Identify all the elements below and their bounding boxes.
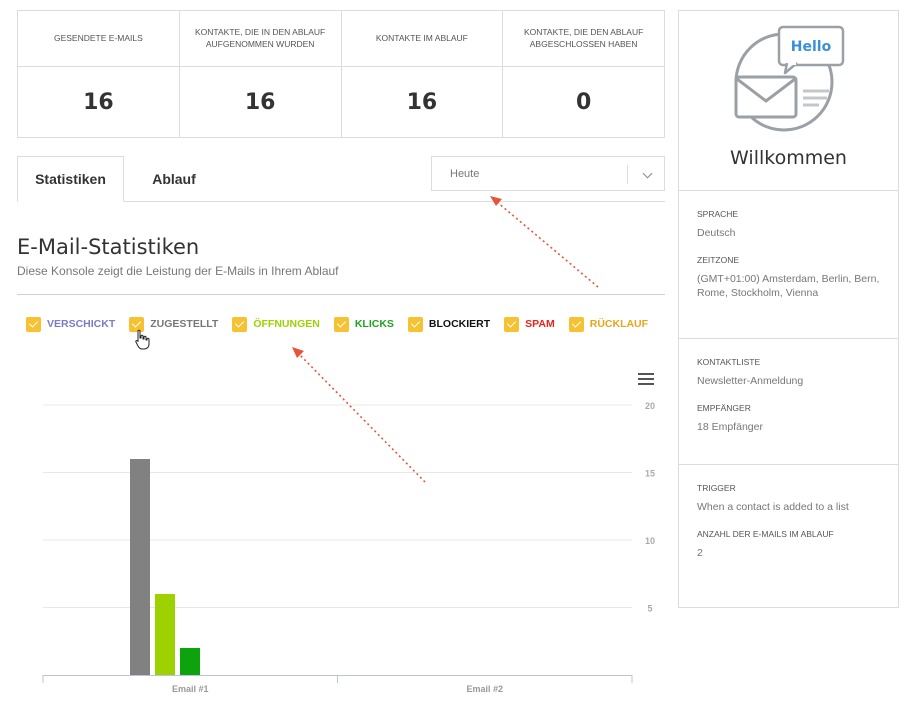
language-value: Deutsch (697, 227, 736, 239)
legend-label: ZUGESTELLT (150, 318, 219, 330)
recipients-value: 18 Empfänger (697, 420, 763, 433)
legend-label: VERSCHICKT (47, 318, 116, 330)
x-tick-label: Email #1 (172, 684, 209, 694)
legend-item-blocked[interactable]: BLOCKIERT (407, 316, 491, 332)
stat-label: KONTAKTE, DIE DEN ABLAUF ABGESCHLOSSEN H… (503, 11, 664, 67)
legend-label: KLICKS (354, 318, 394, 330)
legend-item-opens[interactable]: ÖFFNUNGEN (232, 316, 320, 332)
period-select[interactable]: Heute (431, 156, 665, 191)
hamburger-menu-icon[interactable] (638, 373, 654, 385)
checkbox-checked-icon[interactable] (333, 316, 349, 332)
legend-label: BLOCKIERT (428, 318, 491, 330)
stat-value: 16 (83, 89, 114, 115)
trigger-label: TRIGGER (697, 483, 736, 493)
hello-bubble-text: Hello (791, 39, 832, 55)
panel-section-trigger: TRIGGER When a contact is added to a lis… (679, 465, 898, 574)
stat-in-flow: KONTAKTE IM ABLAUF 16 (341, 11, 504, 137)
contact-list-value: Newsletter-Anmeldung (697, 375, 804, 387)
bar-chart: 5 10 15 20 Email #1 Email #2 (42, 401, 655, 694)
stat-sent: GESENDETE E-MAILS 16 (18, 11, 180, 137)
timezone-value: (GMT+01:00) Amsterdam, Berlin, Bern, Rom… (697, 272, 880, 300)
y-tick-label: 10 (645, 536, 655, 546)
legend-item-clicks[interactable]: KLICKS (333, 316, 394, 332)
checkbox-checked-icon[interactable] (504, 316, 520, 332)
hand-pointer-icon (135, 329, 150, 350)
checkbox-checked-icon[interactable] (232, 316, 248, 332)
panel-section-settings: SPRACHE Deutsch ZEITZONE (GMT+01:00) Ams… (679, 191, 898, 339)
y-tick-label: 15 (645, 469, 655, 479)
legend-label: ÖFFNUNGEN (253, 318, 320, 330)
email-count-value: 2 (697, 546, 703, 559)
legend-item-spam[interactable]: SPAM (504, 316, 555, 332)
info-panel: Hello Willkommen SPRACHE Deutsch ZEITZON… (678, 10, 899, 608)
panel-header: Hello Willkommen (679, 11, 898, 191)
panel-section-list: KONTAKTLISTE Newsletter-Anmeldung EMPFÄN… (679, 339, 898, 465)
recipients-label: EMPFÄNGER (697, 402, 751, 413)
checkbox-checked-icon[interactable] (26, 316, 41, 332)
y-tick-label: 20 (645, 401, 655, 411)
tab-bar: Statistiken Ablauf Heute (17, 156, 665, 202)
legend-label: SPAM (525, 318, 555, 330)
legend-item-bounce[interactable]: RÜCKLAUF (568, 316, 649, 332)
select-divider (627, 165, 628, 184)
hello-mail-illustration: Hello (734, 25, 845, 132)
y-tick-label: 5 (647, 604, 652, 614)
legend-item-delivered[interactable]: ZUGESTELLT (129, 316, 219, 332)
chart-legend: VERSCHICKT ZUGESTELLT ÖFFNUNGEN KLICKS B… (26, 315, 662, 333)
bar-zugestellt (130, 459, 150, 675)
stat-label: KONTAKTE IM ABLAUF (341, 11, 503, 67)
annotation-arrow (490, 196, 599, 288)
x-tick-label: Email #2 (466, 684, 503, 694)
legend-label: RÜCKLAUF (589, 318, 649, 330)
checkbox-checked-icon[interactable] (568, 316, 584, 332)
divider (17, 294, 665, 295)
stat-label: GESENDETE E-MAILS (18, 11, 179, 67)
section-title: E-Mail-Statistiken (17, 235, 200, 259)
checkbox-checked-icon[interactable] (407, 316, 423, 332)
stat-completed: KONTAKTE, DIE DEN ABLAUF ABGESCHLOSSEN H… (503, 11, 664, 137)
stat-label: KONTAKTE, DIE IN DEN ABLAUF AUFGENOMMEN … (179, 11, 341, 67)
legend-item-sent[interactable]: VERSCHICKT (26, 316, 116, 332)
stat-value: 16 (406, 89, 438, 115)
contact-list-label: KONTAKTLISTE (697, 357, 761, 367)
email-count-label: ANZAHL DER E-MAILS IM ABLAUF (697, 528, 834, 539)
chevron-down-icon (642, 168, 653, 179)
checkbox-checked-icon[interactable] (129, 316, 145, 332)
welcome-title: Willkommen (730, 147, 847, 169)
language-label: SPRACHE (697, 209, 739, 219)
bar-klicks (180, 648, 200, 675)
bar-öffnungen (155, 594, 175, 675)
stat-value: 0 (575, 89, 592, 115)
section-subtitle: Diese Konsole zeigt die Leistung der E-M… (17, 264, 339, 278)
stat-value: 16 (244, 89, 276, 115)
period-select-value: Heute (450, 167, 480, 180)
tab-flow[interactable]: Ablauf (152, 171, 196, 187)
stat-entered: KONTAKTE, DIE IN DEN ABLAUF AUFGENOMMEN … (179, 11, 342, 137)
timezone-label: ZEITZONE (697, 254, 740, 265)
trigger-value: When a contact is added to a list (697, 501, 849, 513)
tab-statistics[interactable]: Statistiken (17, 156, 124, 202)
stats-grid: GESENDETE E-MAILS 16 KONTAKTE, DIE IN DE… (17, 10, 665, 138)
